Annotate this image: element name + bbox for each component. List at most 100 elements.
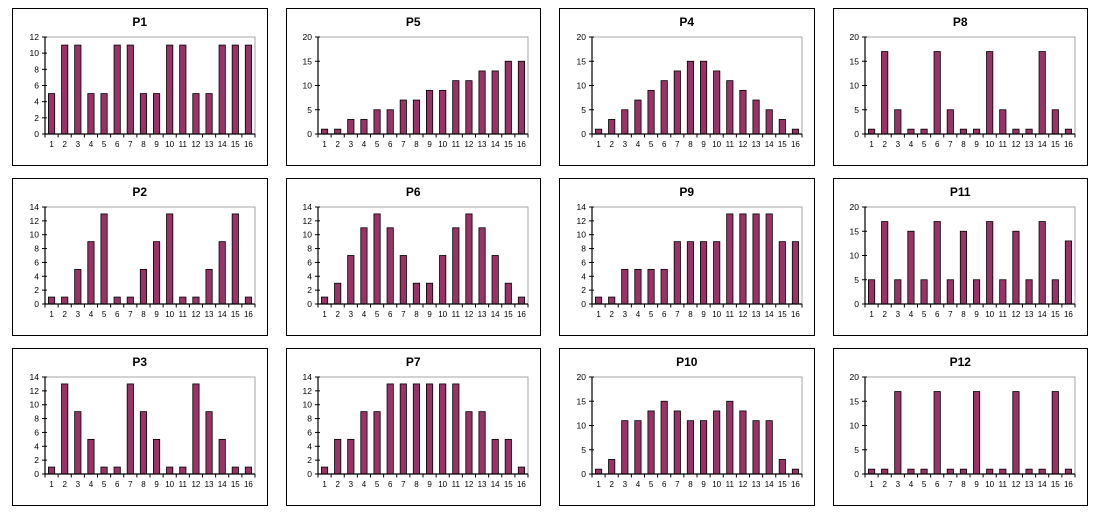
x-tick-label: 6 (115, 310, 120, 319)
x-tick-label: 11 (178, 140, 187, 149)
x-tick-label: 15 (778, 480, 787, 489)
bar (139, 411, 147, 475)
x-tick-label: 6 (388, 310, 393, 319)
bar (179, 44, 187, 135)
x-tick-label: 2 (336, 310, 341, 319)
bar (360, 411, 368, 475)
x-tick-label: 13 (1025, 480, 1034, 489)
x-tick-label: 4 (88, 310, 93, 319)
bar (518, 466, 526, 475)
bar (660, 80, 668, 135)
x-tick-label: 6 (115, 140, 120, 149)
bar (465, 80, 473, 135)
bar (205, 411, 213, 475)
bar (360, 227, 368, 305)
x-tick-label: 4 (362, 140, 367, 149)
x-tick-label: 13 (751, 310, 760, 319)
y-tick-label: 8 (308, 414, 313, 424)
bar (881, 51, 889, 135)
bar (413, 99, 421, 135)
x-tick-label: 12 (1012, 480, 1021, 489)
bar (765, 213, 773, 305)
y-tick-label: 6 (34, 81, 39, 91)
x-tick-label: 6 (935, 310, 940, 319)
bar (739, 410, 747, 475)
x-tick-label: 6 (388, 140, 393, 149)
y-tick-label: 15 (850, 56, 860, 66)
x-tick-label: 4 (635, 480, 640, 489)
chart-title: P3 (132, 355, 148, 369)
y-tick-label: 2 (581, 285, 586, 295)
bar (999, 279, 1007, 305)
x-tick-label: 15 (1051, 480, 1060, 489)
x-tick-label: 6 (388, 480, 393, 489)
bar (1038, 221, 1046, 305)
y-tick-label: 14 (303, 202, 313, 212)
x-tick-label: 13 (204, 310, 213, 319)
x-tick-label: 8 (141, 310, 146, 319)
x-tick-label: 4 (909, 310, 914, 319)
x-tick-label: 10 (438, 310, 447, 319)
bar (139, 268, 147, 305)
bar (478, 70, 486, 135)
bar (699, 241, 707, 305)
x-tick-label: 10 (985, 480, 994, 489)
x-tick-label: 7 (948, 140, 953, 149)
x-tick-label: 1 (596, 140, 601, 149)
x-tick-label: 8 (961, 310, 966, 319)
bar (947, 279, 955, 305)
y-tick-label: 0 (308, 469, 313, 479)
x-tick-label: 11 (452, 310, 461, 319)
x-tick-label: 6 (662, 480, 667, 489)
y-tick-label: 10 (576, 81, 586, 91)
x-tick-label: 8 (688, 480, 693, 489)
x-tick-label: 15 (231, 480, 240, 489)
bar (726, 213, 734, 305)
x-tick-label: 13 (1025, 140, 1034, 149)
x-tick-label: 1 (323, 140, 328, 149)
bar (465, 411, 473, 475)
bar (947, 109, 955, 135)
x-tick-label: 14 (491, 140, 500, 149)
y-tick-label: 0 (581, 129, 586, 139)
x-tick-label: 4 (362, 310, 367, 319)
chart-title: P4 (679, 15, 695, 29)
bar (74, 268, 82, 305)
bar (452, 227, 460, 305)
x-tick-label: 1 (596, 310, 601, 319)
x-tick-label: 11 (999, 140, 1008, 149)
bar (505, 438, 513, 475)
x-tick-label: 7 (948, 310, 953, 319)
bar (647, 268, 655, 305)
y-tick-label: 15 (576, 56, 586, 66)
bar (621, 109, 629, 135)
x-tick-label: 15 (1051, 310, 1060, 319)
bar (933, 221, 941, 305)
y-tick-label: 15 (850, 396, 860, 406)
x-tick-label: 1 (323, 480, 328, 489)
bar (920, 279, 928, 305)
bar (386, 109, 394, 135)
y-tick-label: 2 (34, 285, 39, 295)
x-tick-label: 13 (1025, 310, 1034, 319)
x-tick-label: 14 (217, 140, 226, 149)
y-tick-label: 5 (855, 105, 860, 115)
x-tick-label: 2 (609, 140, 614, 149)
bar (205, 93, 213, 135)
bar (47, 93, 55, 135)
bar (1012, 230, 1020, 305)
chart-panel-P12: P12 0 5 10 15 20 1 2 3 4 5 6 7 8 9 10 11 12 13 14 15 16 (832, 348, 1088, 506)
bar (752, 420, 760, 475)
y-tick-label: 10 (29, 230, 39, 240)
bar (400, 383, 408, 475)
bar (726, 400, 734, 475)
x-tick-label: 12 (738, 310, 747, 319)
bar (1025, 128, 1033, 135)
y-tick-label: 10 (576, 230, 586, 240)
bar (218, 44, 226, 135)
bar (505, 282, 513, 305)
bar (712, 241, 720, 305)
bar (594, 128, 602, 135)
bar (113, 296, 121, 305)
